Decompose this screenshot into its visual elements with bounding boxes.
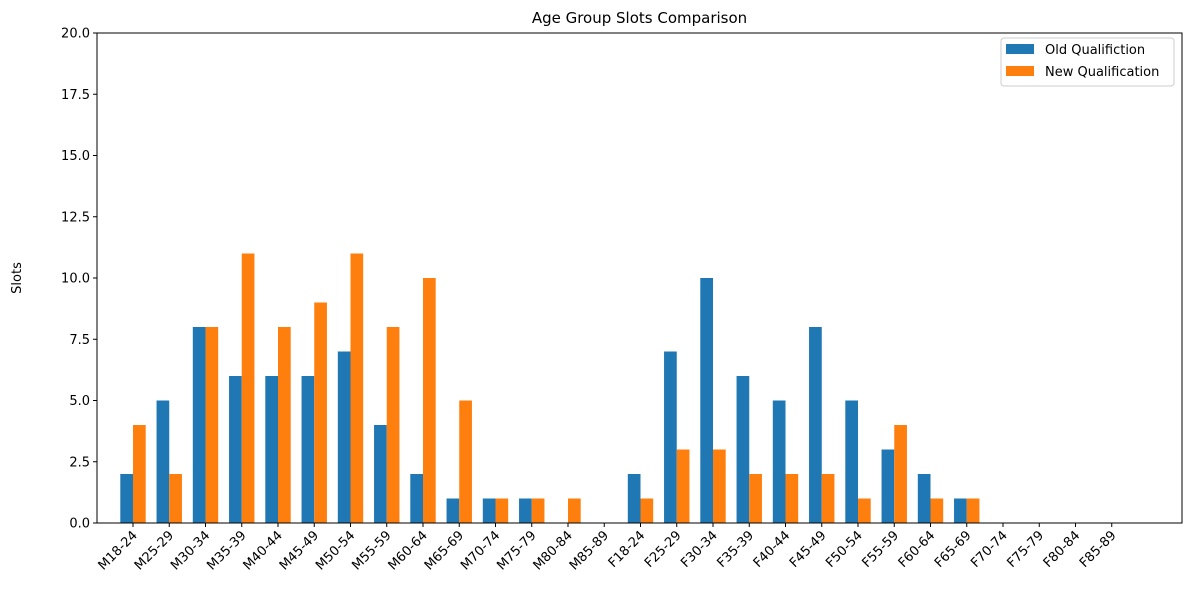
bar-new-F40-44 <box>785 474 799 523</box>
chart-title: Age Group Slots Comparison <box>532 9 747 27</box>
y-tick-label: 17.5 <box>61 88 90 103</box>
y-tick-label: 12.5 <box>61 210 90 225</box>
x-tick-label: F45-49 <box>787 528 830 571</box>
bar-new-F30-34 <box>713 449 726 523</box>
bar-new-M55-59 <box>386 327 400 523</box>
x-tick-label: M80-84 <box>531 528 576 573</box>
y-tick-label: 15.0 <box>61 149 90 164</box>
y-tick-label: 5.0 <box>69 394 90 409</box>
bar-new-F35-39 <box>749 474 762 523</box>
bar-new-M50-54 <box>350 253 364 523</box>
bar-new-M35-39 <box>241 253 255 523</box>
x-tick-label: F35-39 <box>714 528 757 571</box>
bar-old-F55-59 <box>881 449 895 523</box>
x-tick-label: F18-24 <box>606 528 649 571</box>
x-tick-label: M60-64 <box>386 528 431 573</box>
x-tick-label: M55-59 <box>349 528 394 573</box>
x-tick-label: M18-24 <box>96 528 141 573</box>
bar-new-F45-49 <box>821 474 835 523</box>
bar-new-F18-24 <box>640 498 654 523</box>
bar-new-M80-84 <box>568 498 581 523</box>
bar-old-M60-64 <box>410 474 423 523</box>
bar-old-M35-39 <box>229 376 242 523</box>
bar-new-M18-24 <box>133 425 146 523</box>
x-tick-label: F30-34 <box>678 528 721 571</box>
bar-old-M70-74 <box>482 498 496 523</box>
x-tick-label: M70-74 <box>458 528 503 573</box>
bar-new-F25-29 <box>676 449 690 523</box>
bar-new-M70-74 <box>495 498 509 523</box>
y-tick-label: 20.0 <box>61 27 90 42</box>
y-tick-label: 7.5 <box>69 333 90 348</box>
bar-old-F18-24 <box>627 474 641 523</box>
legend-swatch <box>1006 44 1034 54</box>
x-tick-label: M85-89 <box>567 528 612 573</box>
bar-old-M50-54 <box>337 351 351 523</box>
legend-label: Old Qualifiction <box>1045 43 1145 58</box>
bar-old-F30-34 <box>700 278 713 523</box>
bar-new-M25-29 <box>169 474 182 523</box>
x-tick-label: M40-44 <box>241 528 286 573</box>
x-tick-label: F50-54 <box>823 528 866 571</box>
bar-new-M45-49 <box>314 302 327 523</box>
x-tick-label: F40-44 <box>751 528 794 571</box>
bar-old-M45-49 <box>301 376 315 523</box>
legend-swatch <box>1006 66 1034 76</box>
bar-new-M60-64 <box>423 278 436 523</box>
x-tick-label: M65-69 <box>422 528 467 573</box>
x-tick-label: F70-74 <box>968 528 1011 571</box>
legend: Old Qualifiction New Qualification <box>1000 37 1175 87</box>
bar-new-F60-64 <box>930 498 944 523</box>
bar-old-M75-79 <box>519 498 532 523</box>
x-tick-label: M50-54 <box>313 528 358 573</box>
bar-old-F25-29 <box>664 351 677 523</box>
x-tick-label: F80-84 <box>1041 528 1084 571</box>
x-tick-label: F25-29 <box>642 528 685 571</box>
x-tick-label: F60-64 <box>896 528 939 571</box>
bar-old-F50-54 <box>845 400 858 523</box>
bar-old-F65-69 <box>954 498 967 523</box>
y-tick-label: 10.0 <box>61 272 90 287</box>
x-tick-label: F75-79 <box>1004 528 1047 571</box>
bar-new-F65-69 <box>966 498 980 523</box>
legend-label: New Qualification <box>1045 65 1159 80</box>
bar-old-F45-49 <box>809 327 822 523</box>
bar-old-F60-64 <box>917 474 931 523</box>
bar-new-M75-79 <box>531 498 545 523</box>
y-tick-label: 2.5 <box>69 455 90 470</box>
plot-frame <box>96 32 1183 524</box>
y-tick-label: 0.0 <box>69 517 90 532</box>
bar-new-F55-59 <box>894 425 907 523</box>
x-tick-label: F65-69 <box>932 528 975 571</box>
bar-old-M65-69 <box>446 498 460 523</box>
ticks-layer: 0.0 2.5 5.0 7.5 10.0 12.5 15.0 17.5 20.0 M18-24M2… <box>61 27 1120 574</box>
legend-box <box>1000 37 1175 87</box>
bar-new-M30-34 <box>205 327 219 523</box>
x-tick-label: M25-29 <box>132 528 177 573</box>
bar-old-M55-59 <box>374 425 387 523</box>
x-tick-label: M45-49 <box>277 528 322 573</box>
bar-old-F40-44 <box>772 400 786 523</box>
x-tick-label: M35-39 <box>204 528 249 573</box>
y-axis-label: Slots <box>10 262 25 294</box>
x-tick-label: F85-89 <box>1077 528 1120 571</box>
bar-new-M40-44 <box>278 327 291 523</box>
bar-old-M25-29 <box>156 400 170 523</box>
x-tick-label: F55-59 <box>859 528 902 571</box>
x-tick-label: M75-79 <box>494 528 539 573</box>
bars-layer <box>120 253 980 523</box>
bar-old-M18-24 <box>120 474 133 523</box>
bar-new-F50-54 <box>858 498 871 523</box>
x-tick-label: M30-34 <box>168 528 213 573</box>
bar-old-M40-44 <box>265 376 278 523</box>
bar-old-M30-34 <box>192 327 206 523</box>
bar-old-F35-39 <box>736 376 750 523</box>
bar-new-M65-69 <box>459 400 472 523</box>
